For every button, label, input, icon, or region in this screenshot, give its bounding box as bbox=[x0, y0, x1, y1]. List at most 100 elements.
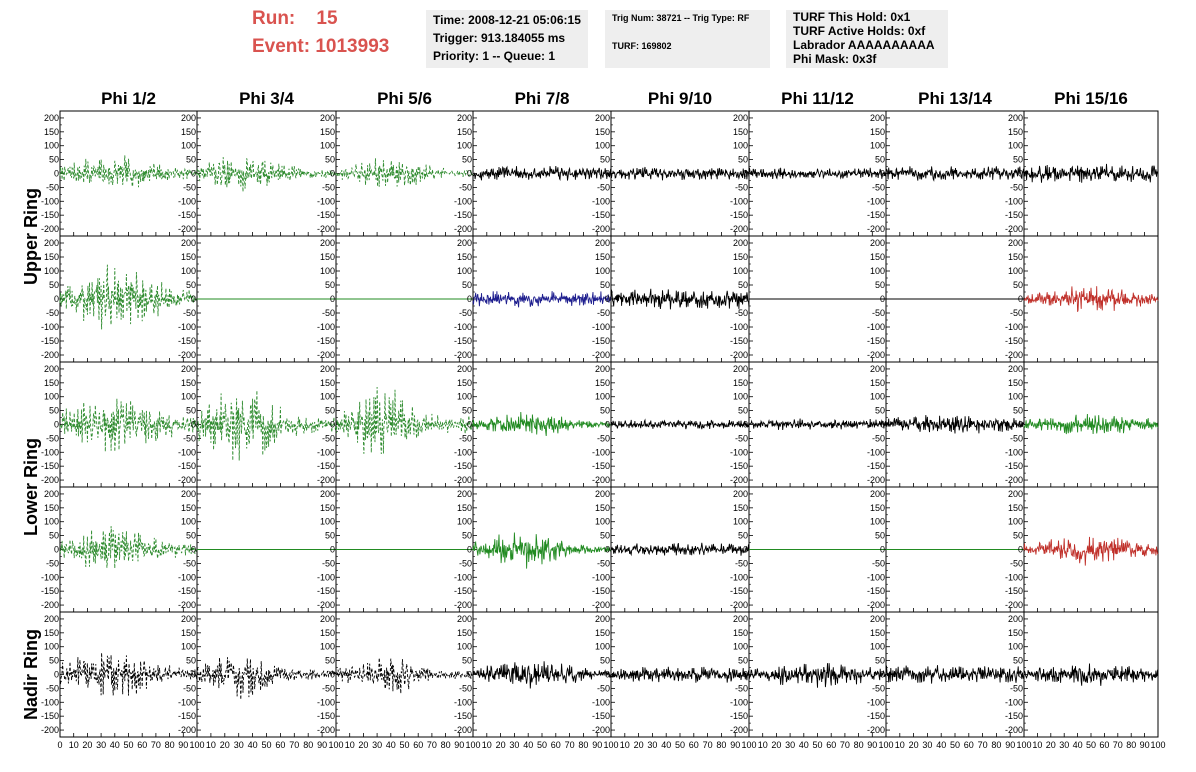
y-tick-label: -150 bbox=[41, 210, 59, 220]
y-tick-label: 50 bbox=[875, 656, 885, 666]
y-tick-label: -200 bbox=[867, 600, 885, 610]
x-tick-label: 60 bbox=[1099, 740, 1109, 750]
y-tick-label: -150 bbox=[592, 336, 610, 346]
y-tick-label: 100 bbox=[181, 517, 196, 527]
y-tick-label: 200 bbox=[181, 238, 196, 248]
y-tick-label: -150 bbox=[867, 461, 885, 471]
y-tick-label: -200 bbox=[178, 350, 196, 360]
x-tick-label: 20 bbox=[771, 740, 781, 750]
run-line: Run: 15 bbox=[252, 8, 338, 30]
y-tick-label: -150 bbox=[867, 711, 885, 721]
y-tick-label: -200 bbox=[178, 600, 196, 610]
y-tick-label: 200 bbox=[457, 614, 472, 624]
y-tick-label: -100 bbox=[1005, 196, 1023, 206]
y-tick-label: 100 bbox=[181, 141, 196, 151]
y-tick-label: -150 bbox=[592, 461, 610, 471]
y-tick-label: 200 bbox=[44, 113, 59, 123]
y-tick-label: -50 bbox=[597, 558, 610, 568]
y-tick-label: 50 bbox=[325, 155, 335, 165]
y-tick-label: 200 bbox=[181, 364, 196, 374]
y-tick-label: 50 bbox=[600, 155, 610, 165]
y-tick-label: -200 bbox=[730, 725, 748, 735]
y-tick-label: 150 bbox=[457, 628, 472, 638]
y-tick-label: 100 bbox=[44, 266, 59, 276]
x-tick-label: 100 bbox=[1150, 740, 1165, 750]
y-tick-label: -150 bbox=[41, 336, 59, 346]
y-tick-label: -100 bbox=[454, 196, 472, 206]
column-title: Phi 13/14 bbox=[918, 89, 992, 108]
y-tick-label: -200 bbox=[178, 725, 196, 735]
y-tick-label: -100 bbox=[317, 447, 335, 457]
y-tick-label: -200 bbox=[1005, 725, 1023, 735]
y-tick-label: 200 bbox=[733, 489, 748, 499]
y-tick-label: 50 bbox=[600, 531, 610, 541]
y-tick-label: -100 bbox=[454, 572, 472, 582]
y-tick-label: -200 bbox=[317, 725, 335, 735]
y-tick-label: -150 bbox=[41, 586, 59, 596]
event-label: Event: bbox=[252, 36, 311, 57]
y-tick-label: 150 bbox=[595, 628, 610, 638]
y-tick-label: 50 bbox=[49, 406, 59, 416]
y-tick-label: 50 bbox=[600, 280, 610, 290]
y-tick-label: 50 bbox=[186, 280, 196, 290]
y-tick-label: 50 bbox=[1013, 406, 1023, 416]
y-tick-label: 50 bbox=[1013, 155, 1023, 165]
waveform-trace bbox=[472, 411, 612, 437]
y-tick-label: 0 bbox=[191, 420, 196, 430]
y-tick-label: 150 bbox=[181, 503, 196, 513]
y-tick-label: 200 bbox=[320, 614, 335, 624]
y-tick-label: 100 bbox=[181, 392, 196, 402]
x-tick-label: 70 bbox=[703, 740, 713, 750]
x-tick-label: 20 bbox=[220, 740, 230, 750]
x-tick-label: 60 bbox=[413, 740, 423, 750]
y-tick-label: -50 bbox=[322, 433, 335, 443]
y-tick-label: 150 bbox=[457, 252, 472, 262]
y-tick-label: 100 bbox=[457, 141, 472, 151]
y-tick-label: 150 bbox=[181, 252, 196, 262]
y-tick-label: 100 bbox=[44, 392, 59, 402]
x-tick-label: 100 bbox=[465, 740, 480, 750]
x-tick-label: 80 bbox=[165, 740, 175, 750]
y-tick-label: 150 bbox=[1008, 127, 1023, 137]
x-tick-label: 70 bbox=[151, 740, 161, 750]
x-tick-label: 40 bbox=[1073, 740, 1083, 750]
y-tick-label: 150 bbox=[320, 252, 335, 262]
y-tick-label: -50 bbox=[872, 308, 885, 318]
y-tick-label: -50 bbox=[735, 433, 748, 443]
y-tick-label: 150 bbox=[1008, 252, 1023, 262]
y-tick-label: 50 bbox=[875, 531, 885, 541]
x-tick-label: 20 bbox=[909, 740, 919, 750]
x-tick-label: 50 bbox=[1086, 740, 1096, 750]
y-tick-label: -150 bbox=[1005, 210, 1023, 220]
y-tick-label: -100 bbox=[1005, 697, 1023, 707]
y-tick-label: 50 bbox=[325, 406, 335, 416]
y-tick-label: 200 bbox=[733, 364, 748, 374]
y-tick-label: 200 bbox=[181, 489, 196, 499]
y-tick-label: -150 bbox=[454, 461, 472, 471]
y-tick-label: -50 bbox=[183, 683, 196, 693]
y-tick-label: -50 bbox=[872, 182, 885, 192]
y-tick-label: -150 bbox=[454, 210, 472, 220]
y-tick-label: 100 bbox=[44, 517, 59, 527]
waveform-trace bbox=[1023, 663, 1159, 686]
column-title: Phi 3/4 bbox=[239, 89, 294, 108]
y-tick-label: 0 bbox=[467, 294, 472, 304]
x-tick-label: 90 bbox=[454, 740, 464, 750]
y-tick-label: -150 bbox=[592, 210, 610, 220]
y-tick-label: -50 bbox=[872, 433, 885, 443]
y-tick-label: 50 bbox=[186, 531, 196, 541]
y-tick-label: -50 bbox=[1010, 558, 1023, 568]
y-tick-label: -200 bbox=[41, 475, 59, 485]
x-tick-label: 10 bbox=[620, 740, 630, 750]
y-tick-label: 150 bbox=[595, 503, 610, 513]
y-tick-label: -50 bbox=[597, 433, 610, 443]
y-tick-label: -200 bbox=[592, 350, 610, 360]
phi-mask-line: Phi Mask: 0x3f bbox=[793, 52, 877, 66]
y-tick-label: 50 bbox=[738, 280, 748, 290]
y-tick-label: -200 bbox=[454, 224, 472, 234]
y-tick-label: -50 bbox=[46, 182, 59, 192]
waveform-trace bbox=[748, 418, 887, 431]
x-tick-label: 30 bbox=[1059, 740, 1069, 750]
y-tick-label: -50 bbox=[46, 308, 59, 318]
y-tick-label: 150 bbox=[595, 252, 610, 262]
